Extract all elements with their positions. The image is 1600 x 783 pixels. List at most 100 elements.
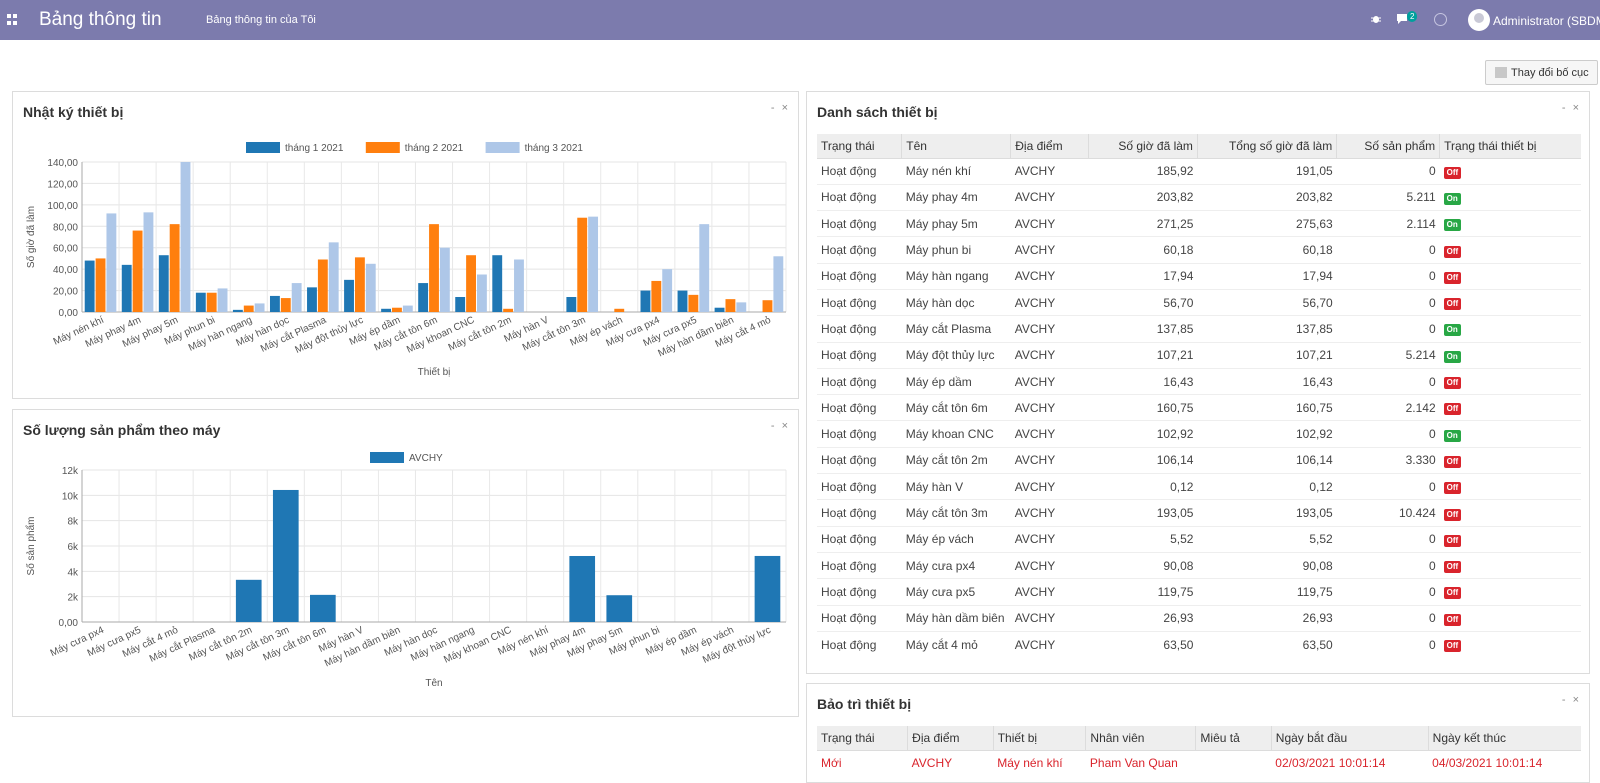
column-header[interactable]: Trạng thái bbox=[817, 726, 908, 751]
menu-my-dashboard[interactable]: Bảng thông tin của Tôi bbox=[206, 14, 316, 26]
cell-products: 0 bbox=[1336, 420, 1440, 448]
state-badge: On bbox=[1443, 324, 1461, 337]
bar bbox=[699, 224, 710, 312]
column-header[interactable]: Số giờ đã làm bbox=[1087, 134, 1198, 159]
bar bbox=[606, 595, 633, 622]
bar bbox=[651, 280, 662, 312]
table-row[interactable]: Hoạt động Máy cưa px4 AVCHY 90,08 90,08 0 Off bbox=[817, 551, 1581, 579]
table-row[interactable]: Hoạt động Máy hàn ngang AVCHY 17,94 17,94 0 Of… bbox=[817, 262, 1581, 290]
y-tick-label: 100,00 bbox=[47, 201, 78, 212]
bar bbox=[566, 297, 577, 312]
cell-name: Máy khoan CNC bbox=[901, 420, 1011, 448]
cell-name: Máy hàn ngang bbox=[901, 262, 1011, 290]
cell-total: 107,21 bbox=[1197, 341, 1337, 369]
cell-end: 04/03/2021 10:01:14 bbox=[1428, 749, 1581, 777]
table-row[interactable]: Hoạt động Máy cắt tôn 6m AVCHY 160,75 160,75… bbox=[817, 394, 1581, 421]
table-row[interactable]: Hoạt động Máy ép dầm AVCHY 16,43 16,43 0 Off bbox=[817, 367, 1581, 395]
column-header[interactable]: Địa điểm bbox=[907, 726, 994, 751]
column-header[interactable]: Tên bbox=[901, 134, 1011, 159]
cell-products: 2.142 bbox=[1336, 394, 1440, 421]
table-row[interactable]: Hoạt động Máy hàn dọc AVCHY 56,70 56,70 0 Off bbox=[817, 288, 1581, 316]
legend-label: tháng 3 2021 bbox=[525, 143, 584, 154]
cell-name: Máy cắt tôn 3m bbox=[901, 499, 1011, 527]
bar bbox=[466, 255, 476, 312]
cell-status: Hoạt động bbox=[817, 394, 902, 421]
column-header[interactable]: Ngày kết thúc bbox=[1427, 726, 1581, 751]
bar bbox=[725, 299, 736, 312]
clock-icon[interactable] bbox=[1434, 13, 1447, 26]
state-badge: Off bbox=[1443, 508, 1462, 521]
layout-icon bbox=[1495, 67, 1507, 78]
cell-state: Off bbox=[1439, 157, 1581, 185]
cell-hours: 90,08 bbox=[1088, 551, 1198, 579]
table-row[interactable]: Hoạt động Máy ép vách AVCHY 5,52 5,52 0 Off bbox=[817, 525, 1581, 553]
column-header[interactable]: Số sản phẩm bbox=[1336, 134, 1440, 159]
y-tick-label: 40,00 bbox=[53, 265, 78, 276]
bug-icon[interactable] bbox=[1371, 14, 1381, 24]
bar bbox=[280, 298, 291, 312]
bar bbox=[217, 288, 228, 312]
column-header[interactable]: Địa điểm bbox=[1010, 134, 1089, 159]
table-row[interactable]: Hoạt động Máy phay 4m AVCHY 203,82 203,82 5.2… bbox=[817, 183, 1581, 211]
cell-status: Hoạt động bbox=[817, 473, 902, 500]
messages-count-badge: 2 bbox=[1407, 11, 1418, 22]
column-header[interactable]: Thiết bị bbox=[992, 726, 1086, 751]
table-row[interactable]: Hoạt động Máy đột thủy lực AVCHY 107,21 107,… bbox=[817, 341, 1581, 369]
bar bbox=[328, 242, 339, 312]
column-header[interactable]: Ngày bắt đầu bbox=[1270, 726, 1429, 751]
column-header[interactable]: Tổng số giờ đã làm bbox=[1196, 134, 1337, 159]
top-navbar: Bảng thông tin Bảng thông tin của Tôi 2 … bbox=[0, 0, 1600, 40]
table-row[interactable]: Hoạt động Máy cắt tôn 2m AVCHY 106,14 106,14… bbox=[817, 446, 1581, 474]
bar bbox=[754, 555, 781, 622]
cell-state: Off bbox=[1439, 446, 1581, 474]
apps-grid-icon[interactable] bbox=[7, 14, 18, 25]
cell-products: 0 bbox=[1336, 367, 1440, 395]
bar bbox=[317, 259, 328, 312]
cell-products: 0 bbox=[1336, 473, 1440, 500]
panel-title: Nhật ký thiết bị bbox=[23, 104, 124, 120]
bar bbox=[195, 292, 206, 312]
change-layout-button[interactable]: Thay đổi bố cục bbox=[1485, 60, 1598, 85]
panel-controls[interactable]: - × bbox=[770, 420, 790, 432]
cell-hours: 271,25 bbox=[1088, 210, 1198, 237]
column-header[interactable]: Nhân viên bbox=[1085, 726, 1196, 751]
table-row[interactable]: Mới AVCHY Máy nén khí Pham Van Quan 02/03/20… bbox=[817, 749, 1581, 777]
cell-state: On bbox=[1439, 183, 1581, 211]
bar bbox=[143, 212, 154, 312]
table-row[interactable]: Hoạt động Máy cắt Plasma AVCHY 137,85 137,85… bbox=[817, 315, 1581, 343]
column-header[interactable]: Trạng thái bbox=[817, 134, 902, 159]
table-row[interactable]: Hoạt động Máy cưa px5 AVCHY 119,75 119,75 0 Of… bbox=[817, 578, 1581, 606]
column-header[interactable]: Miêu tả bbox=[1195, 726, 1272, 751]
cell-status: Hoạt động bbox=[817, 630, 902, 658]
panel-controls[interactable]: - × bbox=[1561, 102, 1581, 114]
cell-location: AVCHY bbox=[1010, 473, 1089, 500]
panel-controls[interactable]: - × bbox=[1561, 694, 1581, 706]
table-row[interactable]: Hoạt động Máy phay 5m AVCHY 271,25 275,63 2.1… bbox=[817, 210, 1581, 237]
cell-hours: 0,12 bbox=[1088, 473, 1198, 500]
chat-icon[interactable] bbox=[1396, 13, 1410, 25]
cell-state: Off bbox=[1439, 499, 1581, 527]
cell-products: 0 bbox=[1336, 262, 1440, 290]
cell-products: 0 bbox=[1336, 315, 1440, 343]
table-row[interactable]: Hoạt động Máy phun bi AVCHY 60,18 60,18 0 Off bbox=[817, 236, 1581, 264]
cell-status: Hoạt động bbox=[817, 183, 902, 211]
y-tick-label: 140,00 bbox=[47, 158, 78, 169]
cell-location: AVCHY bbox=[1010, 367, 1089, 395]
y-axis-title: Số giờ đã làm bbox=[25, 206, 37, 268]
table-row[interactable]: Hoạt động Máy hàn dầm biên AVCHY 26,93 26,93… bbox=[817, 604, 1581, 632]
cell-location: AVCHY bbox=[1010, 499, 1089, 527]
cell-status: Hoạt động bbox=[817, 262, 902, 290]
table-row[interactable]: Hoạt động Máy khoan CNC AVCHY 102,92 102,92 0… bbox=[817, 420, 1581, 448]
table-row[interactable]: Hoạt động Máy cắt tôn 3m AVCHY 193,05 193,05… bbox=[817, 499, 1581, 527]
bar bbox=[677, 290, 688, 312]
cell-name: Máy hàn dọc bbox=[901, 288, 1011, 316]
table-row[interactable]: Hoạt động Máy hàn V AVCHY 0,12 0,12 0 Off bbox=[817, 473, 1581, 500]
user-menu[interactable]: Administrator (SBDM) bbox=[1493, 14, 1600, 28]
cell-state: Off bbox=[1439, 578, 1581, 606]
table-row[interactable]: Hoạt động Máy nén khí AVCHY 185,92 191,05 0 Of… bbox=[817, 157, 1581, 185]
table-row[interactable]: Hoạt động Máy cắt 4 mỏ AVCHY 63,50 63,50 0 Off bbox=[817, 630, 1581, 658]
panel-controls[interactable]: - × bbox=[770, 102, 790, 114]
user-avatar[interactable] bbox=[1468, 9, 1490, 31]
bar bbox=[158, 255, 169, 312]
column-header[interactable]: Trạng thái thiết bị bbox=[1439, 134, 1581, 159]
